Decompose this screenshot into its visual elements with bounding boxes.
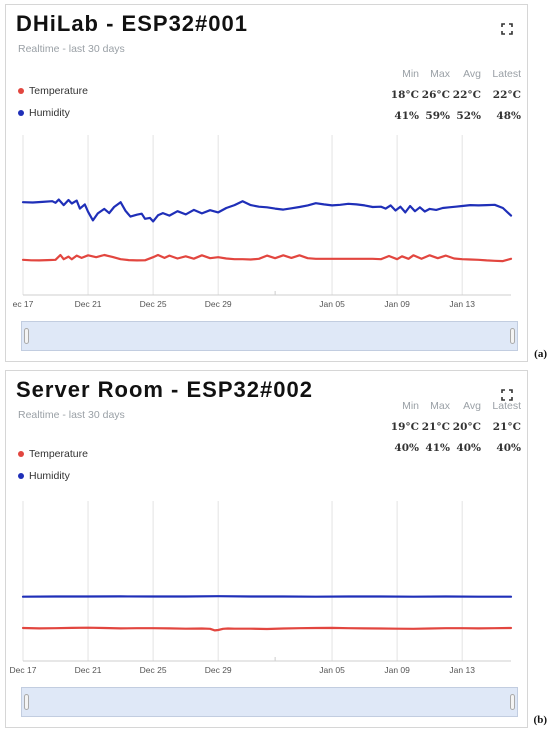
temperature-dot-icon — [18, 451, 24, 457]
stat-value: 48% — [496, 109, 521, 122]
stats-table: Min Max Avg Latest 19°C 21°C 20°C 21°C 4… — [388, 395, 521, 458]
legend-item-temperature[interactable]: Temperature — [18, 448, 88, 460]
expand-icon[interactable] — [501, 389, 513, 401]
x-tick-label: Jan 09 — [384, 299, 410, 309]
series-line-humidity — [21, 198, 513, 223]
stat-value: 40% — [456, 441, 481, 454]
chart-subtitle: Realtime - last 30 days — [18, 43, 125, 55]
stats-header-min: Min — [402, 399, 419, 412]
x-tick-label: Dec 21 — [75, 665, 102, 675]
stat-value: 40% — [394, 441, 419, 454]
legend-label: Temperature — [29, 448, 88, 460]
panel-label-a: (a) — [534, 348, 547, 360]
stat-value: 22°C — [452, 88, 481, 101]
stats-table: Min Max Avg Latest 18°C 26°C 22°C 22°C 4… — [388, 63, 521, 126]
stats-row-humidity: 40% 41% 40% 40% — [388, 437, 521, 458]
x-tick-label: Jan 13 — [449, 299, 475, 309]
stat-value: 18°C — [390, 88, 419, 101]
x-tick-label: Dec 17 — [10, 665, 37, 675]
x-tick-label: Jan 05 — [319, 665, 345, 675]
stats-header-latest: Latest — [492, 399, 521, 412]
stats-row-temperature: 18°C 26°C 22°C 22°C — [388, 84, 521, 105]
stats-header-row: Min Max Avg Latest — [388, 395, 521, 416]
stat-value: 59% — [425, 109, 450, 122]
legend-item-humidity[interactable]: Humidity — [18, 470, 70, 482]
panel-label-b: (b) — [533, 714, 547, 726]
expand-icon[interactable] — [501, 23, 513, 35]
stat-value: 40% — [496, 441, 521, 454]
x-tick-label: Dec 25 — [140, 299, 167, 309]
legend-item-temperature[interactable]: Temperature — [18, 85, 88, 97]
stats-header-row: Min Max Avg Latest — [388, 63, 521, 84]
x-tick-label: Dec 25 — [140, 665, 167, 675]
stats-row-humidity: 41% 59% 52% 48% — [388, 105, 521, 126]
stat-value: 19°C — [390, 420, 419, 433]
stats-header-max: Max — [430, 67, 450, 80]
stats-header-latest: Latest — [492, 67, 521, 80]
stat-value: 26°C — [421, 88, 450, 101]
legend-label: Temperature — [29, 85, 88, 97]
stat-value: 21°C — [492, 420, 521, 433]
x-tick-label: ec 17 — [13, 299, 34, 309]
x-tick-label: Jan 05 — [319, 299, 345, 309]
chart-title: DHiLab - ESP32#001 — [16, 11, 248, 36]
chart-title: Server Room - ESP32#002 — [16, 377, 313, 402]
chart-panel-b: Server Room - ESP32#002 Realtime - last … — [5, 370, 528, 728]
navigator-left-handle[interactable] — [24, 694, 29, 710]
series-line-humidity — [21, 595, 513, 598]
stats-header-min: Min — [402, 67, 419, 80]
stat-value: 52% — [456, 109, 481, 122]
legend-item-humidity[interactable]: Humidity — [18, 107, 70, 119]
range-navigator[interactable] — [21, 687, 518, 717]
x-tick-label: Dec 29 — [205, 299, 232, 309]
series-line-temperature — [21, 253, 513, 263]
legend-label: Humidity — [29, 107, 70, 119]
stats-header-max: Max — [430, 399, 450, 412]
navigator-right-handle[interactable] — [510, 328, 515, 344]
stats-header-avg: Avg — [463, 399, 481, 412]
stats-header-avg: Avg — [463, 67, 481, 80]
stat-value: 20°C — [452, 420, 481, 433]
range-navigator[interactable] — [21, 321, 518, 351]
navigator-right-handle[interactable] — [510, 694, 515, 710]
stat-value: 21°C — [421, 420, 450, 433]
line-chart-plot: Dec 17 Dec 21 Dec 25 Dec 29 Jan 05 Jan 09 Jan … — [10, 501, 513, 675]
humidity-dot-icon — [18, 473, 24, 479]
chart-subtitle: Realtime - last 30 days — [18, 409, 125, 421]
line-chart-plot: ec 17 Dec 21 Dec 25 Dec 29 Jan 05 Jan 09 Jan 1… — [13, 135, 513, 309]
x-tick-label: Jan 09 — [384, 665, 410, 675]
chart-panel-a: DHiLab - ESP32#001 Realtime - last 30 da… — [5, 4, 528, 362]
stat-value: 41% — [394, 109, 419, 122]
navigator-left-handle[interactable] — [24, 328, 29, 344]
legend-label: Humidity — [29, 470, 70, 482]
x-tick-label: Dec 29 — [205, 665, 232, 675]
humidity-dot-icon — [18, 110, 24, 116]
series-line-temperature — [21, 626, 513, 632]
stats-row-temperature: 19°C 21°C 20°C 21°C — [388, 416, 521, 437]
stat-value: 22°C — [492, 88, 521, 101]
x-tick-label: Dec 21 — [75, 299, 102, 309]
x-tick-label: Jan 13 — [449, 665, 475, 675]
stat-value: 41% — [425, 441, 450, 454]
temperature-dot-icon — [18, 88, 24, 94]
